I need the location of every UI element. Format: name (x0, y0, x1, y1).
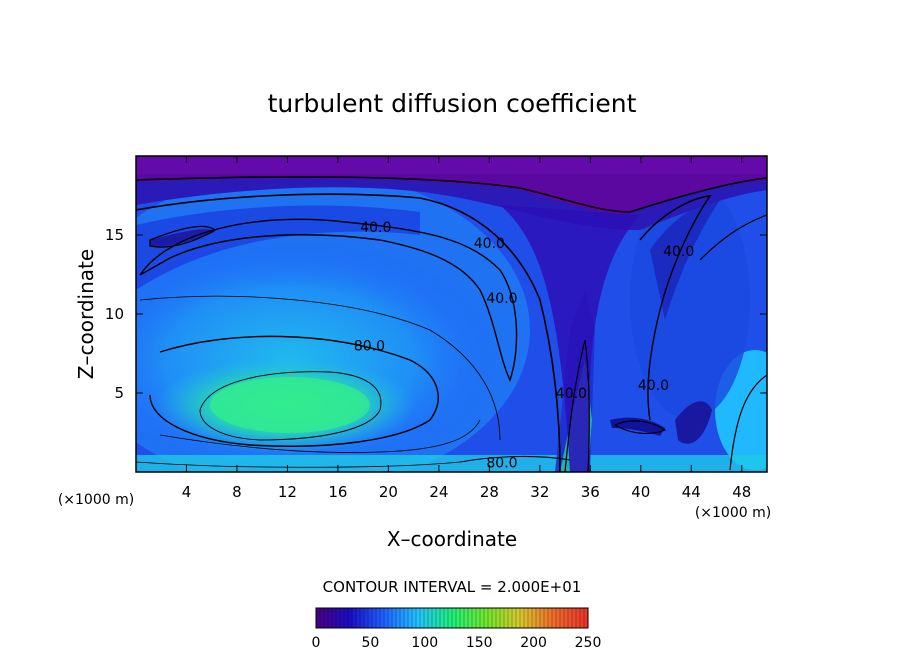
y-unit-label: (×1000 m) (58, 492, 134, 508)
x-tick-label: 28 (480, 483, 499, 501)
colorbar-tick-label: 250 (575, 635, 602, 651)
contour-label: 40.0 (556, 386, 587, 402)
x-tick-label: 24 (429, 483, 448, 501)
field-left-eddy (150, 229, 215, 247)
contour-line-surface (459, 455, 571, 463)
contour-labels: 40.0 40.0 40.0 80.0 40.0 40.0 40.0 80.0 (354, 220, 694, 471)
contour-lines (136, 176, 767, 472)
x-tick-label: 48 (732, 483, 751, 501)
contour-line-top (136, 176, 767, 213)
contour-label: 80.0 (354, 339, 385, 355)
contour-line-80 (149, 335, 439, 447)
x-axis-label: X–coordinate (387, 527, 517, 551)
x-tick-label: 32 (530, 483, 549, 501)
field-surface-band (136, 455, 767, 472)
x-tick-label: 36 (581, 483, 600, 501)
contour-line-low (159, 419, 481, 453)
colorbar-tick-label: 150 (466, 635, 493, 651)
contour-label: 40.0 (360, 220, 391, 236)
contour-line-40b (639, 195, 712, 421)
y-tick-label: 5 (114, 384, 124, 402)
x-tick-label: 8 (232, 483, 242, 501)
colorbar-hatching (319, 608, 585, 628)
contour-label: 40.0 (486, 291, 517, 307)
contour-label: 40.0 (474, 236, 505, 252)
y-axis-ticks: 5 10 15 (105, 226, 767, 402)
colorbar-tick-label: 200 (520, 635, 547, 651)
field-green-peak (210, 377, 370, 433)
colorbar-tick-label: 50 (361, 635, 379, 651)
y-tick-label: 15 (105, 226, 124, 244)
y-axis-label: Z–coordinate (74, 249, 98, 379)
field-streak-1 (650, 200, 720, 320)
contour-label: 40.0 (663, 244, 694, 260)
contour-line-right-low (729, 374, 767, 471)
contour-line-outer (136, 193, 561, 472)
x-tick-label: 16 (328, 483, 347, 501)
contour-line-small (613, 420, 667, 435)
x-tick-label: 44 (682, 483, 701, 501)
contour-line-right (699, 214, 767, 261)
chart-title: turbulent diffusion coefficient (268, 89, 637, 118)
contour-interval-text: CONTOUR INTERVAL = 2.000E+01 (323, 578, 582, 596)
field-top-band (136, 156, 767, 174)
field-streak-2 (675, 401, 712, 444)
colorbar-tick-label: 100 (411, 635, 438, 651)
y-tick-label: 10 (105, 305, 124, 323)
contour-label: 80.0 (486, 456, 517, 472)
field-trough (500, 205, 640, 472)
contour-line-40a (139, 218, 518, 382)
colorbar-ticks: 0 50 100 150 200 250 (312, 635, 602, 651)
x-axis-ticks: 4 8 12 16 20 24 28 32 36 40 44 48 (182, 156, 751, 501)
heatmap-field: 40.0 40.0 40.0 80.0 40.0 40.0 40.0 80.0 (136, 156, 767, 472)
x-tick-label: 40 (631, 483, 650, 501)
colorbar-tick-label: 0 (312, 635, 321, 651)
contour-line-eddy (149, 225, 217, 248)
contour-line-plume (564, 339, 590, 472)
x-tick-label: 4 (182, 483, 192, 501)
x-unit-label: (×1000 m) (695, 505, 771, 521)
x-tick-label: 20 (379, 483, 398, 501)
contour-line-60 (139, 295, 501, 441)
contour-label: 40.0 (638, 378, 669, 394)
contour-line-100 (199, 371, 382, 441)
contour-line-bottom (136, 461, 461, 468)
x-tick-label: 12 (278, 483, 297, 501)
